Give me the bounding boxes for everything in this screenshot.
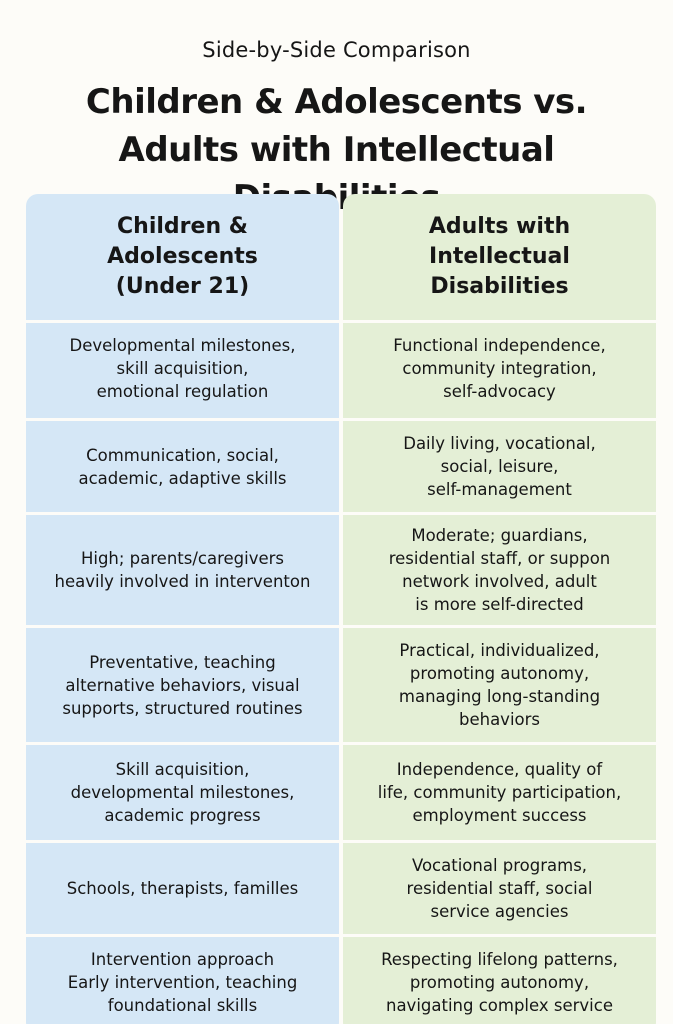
column-adults: Adults with Intellectual Disabilities Fu… [343, 194, 656, 1024]
table-cell: Vocational programs, residential staff, … [406, 856, 593, 921]
table-cell: Daily living, vocational, social, leisur… [403, 434, 596, 499]
row-divider [26, 320, 339, 323]
table-cell: Independence, quality of life, community… [377, 760, 622, 825]
row-divider [26, 840, 339, 843]
table-cell: Intervention approach Early intervention… [67, 949, 298, 1015]
table-cell: Preventative, teaching alternative behav… [62, 652, 303, 718]
column-header-children: Children & Adolescents (Under 21) [107, 214, 258, 299]
row-divider [343, 512, 656, 515]
row-divider [26, 418, 339, 421]
row-divider [26, 512, 339, 515]
row-divider [26, 625, 339, 628]
table-cell: Schools, therapists, familles [66, 879, 299, 898]
table-cell: Developmental milestones, skill acquisit… [69, 335, 296, 401]
row-divider [26, 934, 339, 937]
page-kicker: Side-by-Side Comparison [202, 38, 471, 62]
row-divider [343, 742, 656, 745]
table-cell: Skill acquisition, developmental milesto… [70, 760, 295, 825]
table-cell: Moderate; guardians, residential staff, … [388, 526, 611, 614]
column-header-adults: Adults with Intellectual Disabilities [428, 214, 571, 299]
table-cell: Communication, social, academic, adaptiv… [78, 445, 287, 488]
row-divider [343, 320, 656, 323]
row-divider [343, 418, 656, 421]
table-cell: Practical, individualized, promoting aut… [398, 641, 601, 729]
table-cell: Respecting lifelong patterns, promoting … [381, 949, 618, 1015]
column-children: Children & Adolescents (Under 21) Develo… [26, 194, 339, 1024]
row-divider [343, 840, 656, 843]
row-divider [343, 625, 656, 628]
row-divider [26, 742, 339, 745]
table-cell: Functional independence, community integ… [393, 335, 606, 401]
table-cell: High; parents/caregivers heavily involve… [54, 549, 311, 591]
row-divider [343, 934, 656, 937]
